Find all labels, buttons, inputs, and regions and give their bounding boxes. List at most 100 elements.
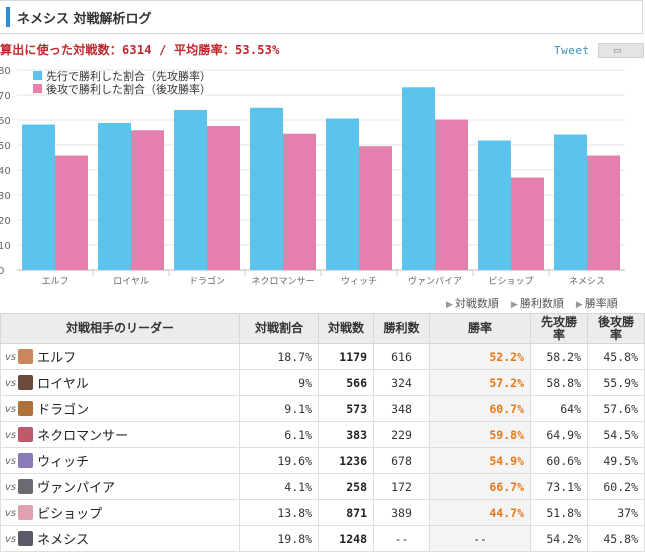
leader-name: ロイヤル <box>37 377 89 392</box>
y-tick-label: 20 <box>0 216 11 227</box>
first-turn-win-rate: 73.1% <box>530 473 588 500</box>
wins-count: 229 <box>373 421 430 448</box>
bar <box>435 119 468 270</box>
leader-name: ドラゴン <box>37 403 90 418</box>
vs-label: vs <box>5 534 17 545</box>
first-turn-win-rate: 60.6% <box>530 447 588 474</box>
win-rate: 59.8% <box>429 421 531 448</box>
matchup-ratio: 18.7% <box>239 343 319 370</box>
first-turn-win-rate: 58.8% <box>530 369 588 396</box>
column-header[interactable]: 後攻勝率 <box>587 313 645 344</box>
games-count: 383 <box>318 421 374 448</box>
column-header[interactable]: 勝率 <box>429 313 531 344</box>
games-count: 871 <box>318 499 374 526</box>
win-rate: 60.7% <box>429 395 531 422</box>
bar <box>587 155 620 270</box>
column-header[interactable]: 対戦数 <box>318 313 374 344</box>
wins-count: 172 <box>373 473 430 500</box>
sort-option-label: 勝利数順 <box>519 297 564 310</box>
leader-name: ヴァンパイア <box>37 481 116 496</box>
second-turn-win-rate: 49.5% <box>587 447 645 474</box>
bar <box>511 177 544 270</box>
wins-count: 678 <box>373 447 430 474</box>
matchup-ratio: 9% <box>239 369 319 396</box>
x-tick-label: ビショップ <box>488 276 533 287</box>
matchup-ratio: 6.1% <box>239 421 319 448</box>
games-count: 1236 <box>318 447 374 474</box>
x-tick-label: ネメシス <box>569 276 605 287</box>
y-tick-label: 50 <box>0 141 11 152</box>
second-turn-win-rate: 45.8% <box>587 525 645 552</box>
first-turn-win-rate: 54.2% <box>530 525 588 552</box>
table-row[interactable]: vs ロイヤル 9% 566 324 57.2% 58.8% 55.9% <box>0 369 645 396</box>
vs-label: vs <box>5 508 17 519</box>
second-turn-win-rate: 54.5% <box>587 421 645 448</box>
table-row[interactable]: vs ヴァンパイア 4.1% 258 172 66.7% 73.1% 60.2% <box>0 473 645 500</box>
table-row[interactable]: vs ウィッチ 19.6% 1236 678 54.9% 60.6% 49.5% <box>0 447 645 474</box>
bar <box>250 107 283 270</box>
table-row[interactable]: vs エルフ 18.7% 1179 616 52.2% 58.2% 45.8% <box>0 343 645 370</box>
second-turn-win-rate: 60.2% <box>587 473 645 500</box>
legend-swatch <box>33 71 42 80</box>
wins-count: 324 <box>373 369 430 396</box>
leader-avatar-icon <box>18 505 34 520</box>
leader-avatar-icon <box>18 375 34 390</box>
table-row[interactable]: vs ネメシス 19.8% 1248 -- -- 54.2% 45.8% <box>0 525 645 552</box>
games-count: 1248 <box>318 525 374 552</box>
bar <box>402 87 435 270</box>
leader-avatar-icon <box>18 401 34 416</box>
column-header[interactable]: 対戦相手のリーダー <box>0 313 240 344</box>
leader-name: ネクロマンサー <box>37 429 129 444</box>
games-count: 258 <box>318 473 374 500</box>
matchup-ratio: 9.1% <box>239 395 319 422</box>
legend-label: 後攻で勝利した割合（後攻勝率） <box>46 82 211 96</box>
leader-cell: vs ドラゴン <box>0 395 240 422</box>
table-row[interactable]: vs ネクロマンサー 6.1% 383 229 59.8% 64.9% 54.5% <box>0 421 645 448</box>
column-header[interactable]: 対戦割合 <box>239 313 319 344</box>
leader-cell: vs ネクロマンサー <box>0 421 240 448</box>
table-row[interactable]: vs ビショップ 13.8% 871 389 44.7% 51.8% 37% <box>0 499 645 526</box>
y-tick-label: 40 <box>0 166 11 177</box>
column-header[interactable]: 勝利数 <box>373 313 430 344</box>
win-rate-chart: 0 10 20 30 40 50 60 70 80 エルフ ロイヤル ドラゴン ネクロマンサー ウィッチ ヴ… <box>0 62 645 292</box>
x-tick-label: ネクロマンサー <box>251 276 314 287</box>
matchup-ratio: 19.6% <box>239 447 319 474</box>
bookmark-button[interactable]: ▭ <box>598 43 644 58</box>
wins-count: 616 <box>373 343 430 370</box>
vs-label: vs <box>5 482 17 493</box>
sort-option[interactable]: ▶ 勝率順 <box>576 297 618 310</box>
win-rate: 54.9% <box>429 447 531 474</box>
x-tick-label: ヴァンパイア <box>408 275 462 287</box>
y-tick-label: 0 <box>0 266 4 277</box>
first-turn-win-rate: 64% <box>530 395 588 422</box>
sort-option[interactable]: ▶ 対戦数順 <box>446 297 499 310</box>
leader-name: ビショップ <box>37 507 103 522</box>
legend-swatch <box>33 84 42 93</box>
bar <box>55 155 88 270</box>
vs-label: vs <box>5 456 17 467</box>
leader-name: ネメシス <box>37 533 90 548</box>
bar <box>554 134 587 270</box>
bar <box>131 130 164 270</box>
vs-label: vs <box>5 352 17 363</box>
table-row[interactable]: vs ドラゴン 9.1% 573 348 60.7% 64% 57.6% <box>0 395 645 422</box>
bar <box>326 118 359 270</box>
sort-option[interactable]: ▶ 勝利数順 <box>511 297 564 310</box>
bar <box>478 140 511 270</box>
leader-cell: vs ネメシス <box>0 525 240 552</box>
tweet-link[interactable]: Tweet <box>554 44 590 57</box>
games-count: 1179 <box>318 343 374 370</box>
win-rate: -- <box>429 525 531 552</box>
arrow-right-icon: ▶ <box>510 300 518 310</box>
x-tick-label: ドラゴン <box>189 275 225 287</box>
leader-cell: vs ビショップ <box>0 499 240 526</box>
page-header: ネメシス 対戦解析ログ <box>0 0 643 34</box>
bar <box>98 123 131 270</box>
page-title: ネメシス 対戦解析ログ <box>17 12 152 27</box>
wins-count: -- <box>373 525 430 552</box>
y-tick-label: 30 <box>0 191 11 202</box>
first-turn-win-rate: 64.9% <box>530 421 588 448</box>
bar <box>283 133 316 270</box>
matchup-ratio: 13.8% <box>239 499 319 526</box>
column-header[interactable]: 先攻勝率 <box>530 313 588 344</box>
